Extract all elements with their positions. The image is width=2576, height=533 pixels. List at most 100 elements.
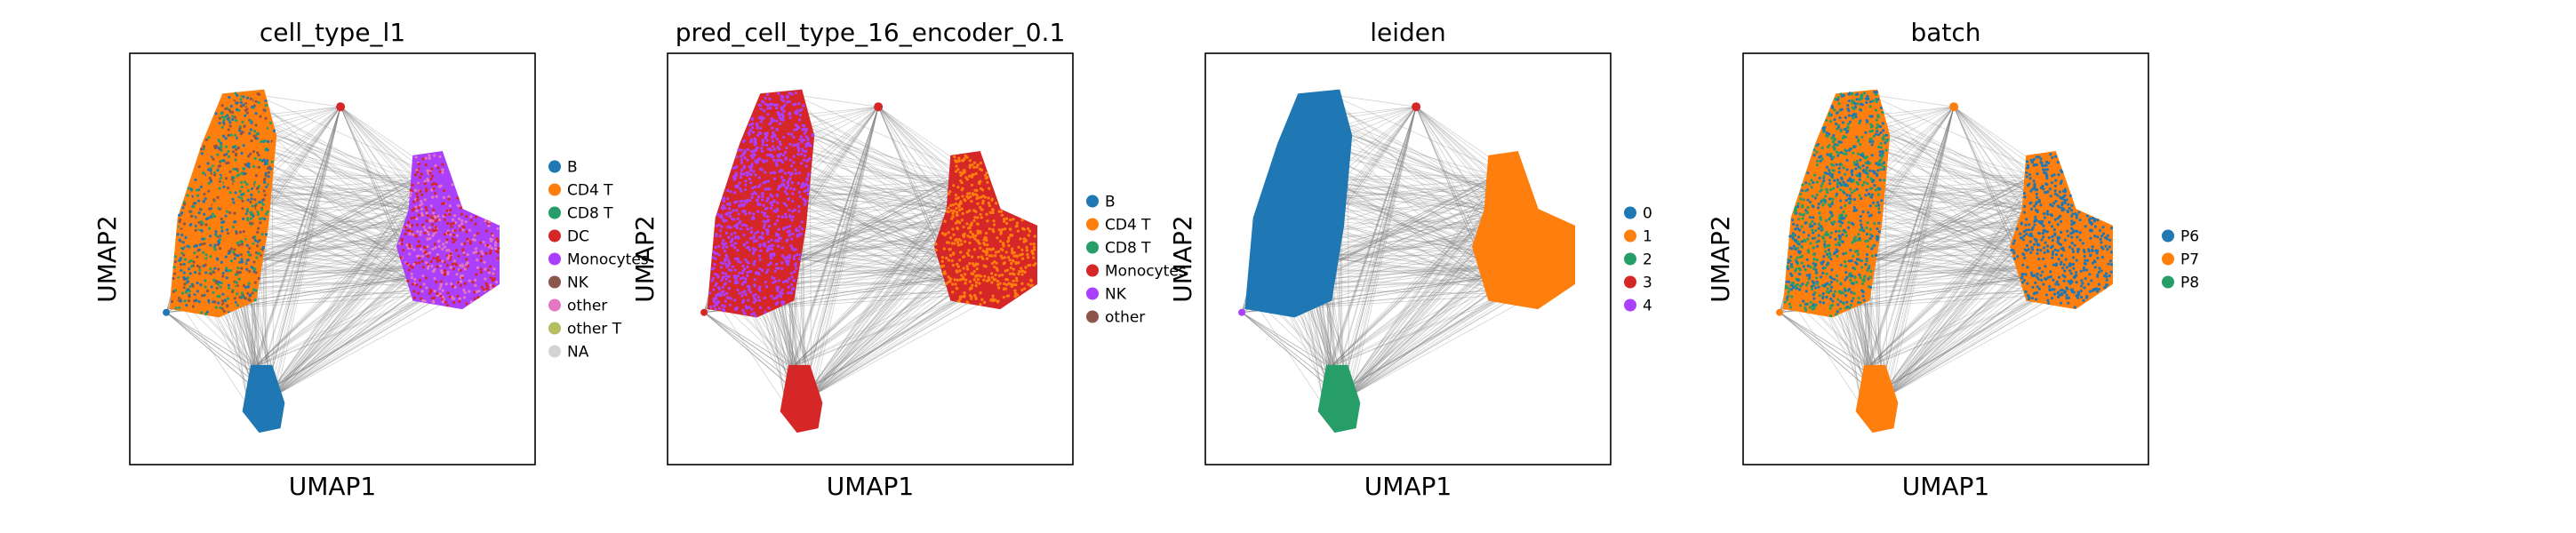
cell-point (946, 210, 949, 213)
cell-point (1837, 234, 1841, 238)
cell-point (948, 253, 953, 258)
cell-point (1858, 194, 1861, 197)
cell-point (406, 279, 410, 282)
cell-point (749, 139, 754, 143)
cell-point (2073, 220, 2076, 225)
cell-point (198, 207, 202, 211)
cell-point (2046, 250, 2050, 253)
cell-point (793, 208, 796, 211)
cell-point (1841, 233, 1844, 236)
cell-point (788, 254, 791, 258)
cell-point (739, 260, 742, 264)
plot-area (1238, 89, 1575, 434)
cell-point (220, 260, 223, 264)
cell-point (1836, 310, 1839, 314)
cell-point (995, 261, 998, 265)
cell-point (767, 247, 771, 251)
cell-point (759, 120, 763, 123)
cell-point (710, 279, 714, 282)
cell-point (236, 93, 239, 98)
legend-label: B (567, 159, 578, 177)
cell-point (2028, 223, 2031, 227)
cell-point (253, 204, 257, 208)
cell-point (1855, 281, 1859, 284)
cell-point (2106, 248, 2109, 251)
cell-point (1811, 219, 1814, 224)
cell-point (244, 235, 247, 238)
cell-point (751, 193, 755, 196)
cell-point (732, 218, 736, 221)
cell-point (1876, 235, 1879, 238)
cell-point (745, 241, 749, 244)
cell-point (254, 123, 258, 127)
legend-marker (548, 322, 561, 335)
cell-point (755, 271, 758, 274)
cell-point (472, 251, 476, 254)
cell-point (798, 225, 802, 228)
cell-point (789, 272, 794, 275)
cell-point (786, 263, 789, 266)
cell-point (804, 127, 808, 131)
cell-point (186, 244, 189, 248)
y-axis-label: UMAP2 (630, 215, 660, 303)
cell-point (253, 156, 257, 160)
cell-point (978, 242, 981, 245)
cell-point (2089, 236, 2092, 240)
cell-point (725, 265, 729, 269)
cell-point (1798, 304, 1803, 307)
cell-point (1846, 129, 1850, 133)
cell-point (230, 110, 235, 114)
cell-point (2095, 290, 2100, 293)
cell-point (1857, 233, 1860, 236)
cell-point (173, 272, 177, 275)
cell-point (1815, 271, 1819, 274)
cell-point (784, 259, 788, 262)
cell-point (233, 257, 236, 260)
cell-point (1834, 290, 1837, 293)
cell-point (252, 242, 255, 246)
cell-point (2080, 284, 2084, 288)
cell-point (2045, 168, 2049, 171)
cell-point (758, 115, 762, 120)
cell-point (217, 282, 220, 286)
cell-point (956, 186, 960, 189)
cell-point (736, 217, 740, 220)
cell-point (767, 306, 771, 310)
cell-point (1856, 152, 1860, 155)
cell-point (771, 126, 774, 130)
cell-point (984, 231, 988, 235)
cell-point (2020, 276, 2023, 280)
cell-point (174, 291, 178, 295)
cell-point (714, 257, 717, 260)
cell-point (2063, 190, 2068, 194)
cell-point (423, 251, 427, 254)
cell-point (957, 220, 961, 224)
cell-point (733, 268, 737, 272)
cell-point (962, 266, 965, 270)
cell-point (429, 215, 434, 219)
cell-point (262, 198, 266, 202)
cell-point (965, 222, 969, 226)
cell-point (1800, 188, 1804, 193)
cell-point (980, 188, 985, 192)
cell-point (1821, 291, 1825, 296)
cell-point (209, 169, 212, 172)
cell-point (776, 244, 780, 248)
cell-point (1788, 280, 1791, 284)
cell-point (980, 216, 983, 219)
cell-point (761, 211, 764, 214)
cell-point (232, 301, 236, 305)
cell-point (785, 203, 788, 207)
cell-point (2030, 227, 2034, 232)
cell-point (182, 271, 186, 274)
cell-point (245, 238, 250, 243)
cell-point (496, 251, 500, 254)
cell-point (428, 171, 432, 175)
cell-point (204, 279, 207, 282)
cell-point (1021, 227, 1025, 230)
cell-point (788, 142, 792, 146)
cell-point (782, 202, 787, 205)
cell-point (487, 224, 491, 227)
cell-point (419, 278, 422, 282)
cell-point (2046, 212, 2050, 216)
